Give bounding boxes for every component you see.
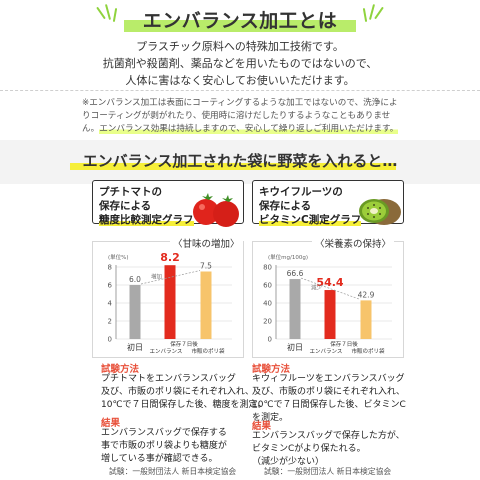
note-line: りコーティングが剥がれたり、使用時に溶けだしたりするようなこともありませ — [82, 111, 391, 121]
result-heading-right: 結果 — [252, 421, 272, 432]
result-line: 事で市販のポリ袋よりも糖度が — [101, 441, 227, 451]
x-category-label: 初日 — [127, 342, 143, 352]
method-line: を測定。 — [252, 413, 289, 423]
method-text-left: プチトマトをエンバランスバッグ 及び、市販のポリ袋にそれぞれ入れ、 10℃で７日… — [101, 373, 267, 412]
kiwi-icon — [359, 199, 401, 225]
result-line: （減少が少ない） — [252, 457, 325, 467]
intro-line: プラスチック原料への特殊加工技術です。 — [136, 40, 344, 53]
intro-line: 人体に害はなく安心してお使いいただけます。 — [125, 74, 355, 87]
trend-line — [140, 270, 201, 285]
y-tick-label: 4 — [108, 300, 113, 308]
divider — [0, 90, 480, 91]
intro-text: プラスチック原料への特殊加工技術です。 抗菌剤や殺菌剤、薬品などを用いたものでは… — [20, 38, 460, 89]
chart-label-left: 〈甘味の増加〉 — [170, 236, 243, 250]
data-label: 6.0 — [129, 275, 141, 284]
y-tick-label: 8 — [108, 264, 112, 272]
bar — [129, 285, 141, 339]
bar — [289, 279, 301, 339]
y-tick-label: 60 — [263, 282, 272, 290]
bar — [324, 290, 336, 339]
method-text-right: キウィフルーツをエンバランスバッグ 及び、市販のポリ袋にそれぞれ入れ、 10℃で… — [252, 373, 406, 425]
result-line: 増している事が確認できる。 — [101, 454, 218, 464]
data-label: 66.6 — [287, 269, 304, 278]
data-label: 42.9 — [358, 290, 375, 299]
method-line: 10℃で７日間保存した後、糖度を測定。 — [101, 400, 267, 410]
card-title-line: ビタミンC測定グラフ — [259, 214, 362, 226]
bar — [360, 300, 372, 339]
card-title-line: キウイフルーツの — [259, 186, 343, 198]
chart-unit-label: (単位mg/100g) — [268, 253, 308, 261]
chart-label-right: 〈栄養素の保持〉 — [312, 236, 395, 250]
y-tick-label: 6 — [108, 282, 113, 290]
method-line: 及び、市販のポリ袋にそれぞれ入れ、 — [252, 387, 405, 397]
data-label: 54.4 — [316, 276, 343, 289]
trend-annotation: 減少 — [311, 284, 323, 292]
chart-unit-label: (単位%) — [108, 253, 129, 261]
method-heading-right: 試験方法 — [252, 364, 291, 375]
method-line: プチトマトをエンバランスバッグ — [101, 374, 236, 384]
result-line: ビタミンCがより保たれる。 — [252, 444, 366, 454]
page-title: エンバランス加工とは — [124, 4, 356, 34]
section-title: エンバランス加工された袋に野菜を入れると… — [82, 152, 398, 170]
note-line: ん。エンバランス効果は持続しますので、安心して繰り返しご利用いただけます。 — [82, 124, 399, 134]
result-text-right: エンバランスバッグで保存した方が、 ビタミンCがより保たれる。 （減少が少ない） — [252, 430, 405, 469]
x-category-label: エンバランス — [310, 348, 343, 355]
result-line: エンバランスバッグで保存した方が、 — [252, 431, 405, 441]
x-category-label: 市販のポリ袋 — [191, 347, 225, 355]
x-category-label: エンバランス — [150, 348, 183, 355]
y-tick-label: 0 — [108, 336, 112, 344]
method-line: キウィフルーツをエンバランスバッグ — [252, 374, 405, 384]
bar — [164, 265, 176, 339]
card-title-line: プチトマトの — [99, 186, 162, 198]
section-title-highlight — [70, 163, 396, 170]
y-tick-label: 0 — [268, 336, 272, 344]
x-group-label: 保存７日後 — [170, 340, 198, 348]
trend-annotation: 増加 — [151, 272, 162, 280]
decoration-right-icon — [360, 4, 384, 30]
note-text: ※エンバランス加工は表面にコーティングするような加工ではないので、洗浄によ りコ… — [82, 97, 462, 136]
note-highlight: エンバランス効果は持続しますので、安心して繰り返しご利用いただけます。 — [99, 124, 399, 134]
method-line: 10℃で７日間保存した後、ビタミンC — [252, 400, 406, 410]
card-title-line: 糖度比較測定グラフ — [99, 214, 194, 226]
x-category-label: 市販のポリ袋 — [351, 347, 385, 355]
tomato-icon — [193, 193, 239, 227]
data-label: 8.2 — [160, 251, 180, 264]
y-tick-label: 20 — [263, 318, 272, 326]
x-group-label: 保存７日後 — [330, 340, 358, 348]
card-title-line: 保存による — [259, 200, 312, 212]
decoration-left-icon — [96, 4, 120, 30]
result-heading-left: 結果 — [101, 418, 121, 429]
tested-by-right: 試験：一般財団法人 新日本検定協会 — [264, 467, 392, 476]
result-text-left: エンバランスバッグで保存する 事で市販のポリ袋よりも糖度が 増している事が確認で… — [101, 427, 227, 466]
section-band — [0, 140, 480, 184]
method-heading-left: 試験方法 — [101, 364, 140, 375]
bar — [200, 271, 212, 339]
note-line: ※エンバランス加工は表面にコーティングするような加工ではないので、洗浄によ — [82, 98, 398, 108]
x-category-label: 初日 — [287, 342, 303, 352]
tested-by-left: 試験：一般財団法人 新日本検定協会 — [109, 467, 237, 476]
card-title-line: 保存による — [99, 200, 152, 212]
y-tick-label: 80 — [263, 264, 272, 272]
y-tick-label: 40 — [263, 300, 272, 308]
intro-line: 抗菌剤や殺菌剤、薬品などを用いたものではないので、 — [102, 57, 378, 70]
result-line: エンバランスバッグで保存する — [101, 428, 227, 438]
method-line: 及び、市販のポリ袋にそれぞれ入れ、 — [101, 387, 254, 397]
data-label: 7.5 — [200, 262, 212, 271]
y-tick-label: 2 — [108, 318, 112, 326]
